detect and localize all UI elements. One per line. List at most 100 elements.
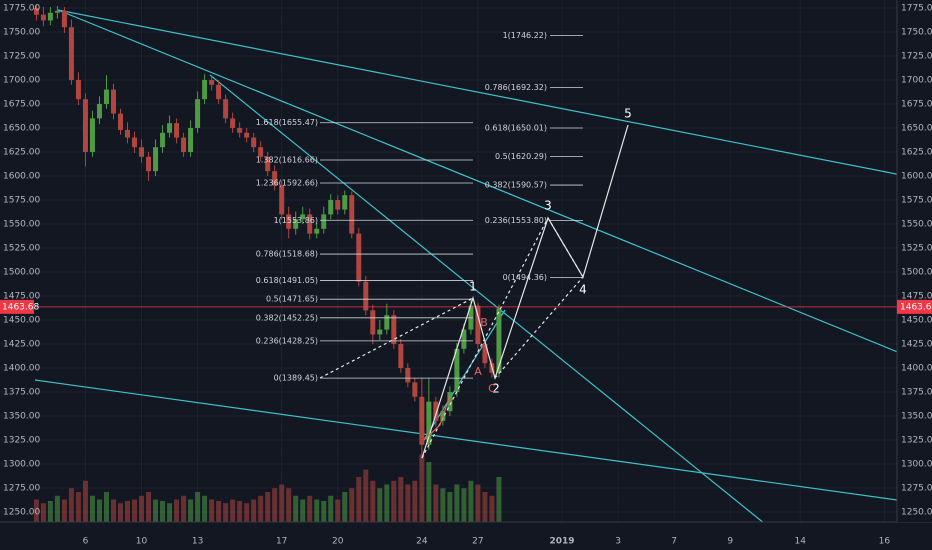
candle-body (146, 156, 152, 172)
candle-body (110, 89, 116, 114)
y-tick-label: 1600.00 (3, 171, 40, 181)
abc-label: A (474, 365, 482, 378)
fib-label: 0.786(1692.32) (485, 83, 547, 92)
price-label: 1463.68 (900, 302, 932, 312)
volume-bar (75, 492, 81, 522)
fib-label: 0(1494.36) (503, 273, 547, 282)
volume-bar (433, 484, 439, 522)
candle-body (117, 113, 123, 130)
volume-bar (405, 484, 411, 522)
x-tick-label: 27 (472, 537, 483, 547)
fib-label: 1(1746.22) (503, 31, 547, 40)
volume-bar (202, 495, 208, 522)
candle-body (307, 214, 313, 234)
candle-body (377, 329, 383, 335)
volume-bar (181, 495, 187, 522)
candle-body (349, 195, 355, 234)
y-tick-label: 1325.00 (3, 436, 40, 446)
right-axis-bg (897, 0, 932, 522)
wave-label: 1 (469, 280, 477, 294)
candle-body (265, 156, 271, 172)
x-tick-label: 13 (192, 537, 203, 547)
volume-bar (363, 469, 369, 522)
volume-bar (195, 492, 201, 522)
candle-body (321, 214, 327, 229)
volume-bar (103, 492, 109, 522)
candle-body (258, 147, 264, 157)
y-tick-label: 1700.00 (901, 75, 932, 85)
candle-body (461, 329, 467, 349)
candle-body (419, 396, 425, 445)
volume-bar (117, 503, 123, 522)
y-tick-label: 1750.00 (3, 27, 40, 37)
fib-label: 0.382(1590.57) (485, 181, 547, 190)
volume-bar (251, 499, 257, 522)
volume-bar (244, 503, 250, 522)
y-tick-label: 1325.00 (901, 436, 932, 446)
x-tick-label: 20 (332, 537, 344, 547)
y-tick-label: 1575.00 (901, 195, 932, 205)
volume-bar (286, 488, 292, 522)
volume-bar (314, 499, 320, 522)
volume-bar (461, 488, 467, 522)
candle-body (160, 132, 166, 148)
volume-bar (447, 492, 453, 522)
volume-bar (384, 484, 390, 522)
x-tick-label: 6 (83, 537, 89, 547)
candle-body (174, 123, 180, 138)
y-tick-label: 1650.00 (3, 123, 40, 133)
price-label: 1463.68 (2, 302, 39, 312)
candle-body (279, 185, 285, 215)
volume-bar (265, 492, 271, 522)
wave-label: 2 (492, 382, 500, 396)
y-tick-label: 1350.00 (3, 412, 40, 422)
y-tick-label: 1625.00 (901, 147, 932, 157)
trend-line (209, 74, 776, 533)
fib-label: 0.5(1620.29) (495, 152, 547, 161)
volume-bar (321, 501, 327, 522)
volume-bar (258, 495, 264, 522)
fib-label: 0.382(1452.25) (256, 313, 318, 322)
volume-bar (110, 499, 116, 522)
candle-body (482, 343, 488, 364)
candle-body (370, 310, 376, 335)
y-tick-label: 1475.00 (3, 291, 40, 301)
y-tick-label: 1450.00 (3, 315, 40, 325)
candle-body (335, 199, 341, 210)
abc-label: B (480, 316, 488, 329)
candle-body (237, 127, 243, 133)
volume-bar (496, 477, 502, 522)
volume-bar (237, 501, 243, 522)
candle-body (433, 401, 439, 421)
y-tick-label: 1625.00 (3, 147, 40, 157)
y-tick-label: 1575.00 (3, 195, 40, 205)
volume-bar (54, 495, 60, 522)
y-tick-label: 1550.00 (901, 219, 932, 229)
volume-bar (475, 484, 481, 522)
fib-label: 0.5(1471.65) (266, 295, 318, 304)
volume-bar (300, 499, 306, 522)
volume-bar (293, 495, 299, 522)
fibonacci: 1.618(1655.47) 1.382(1616.66) 1.236(1592.6… (0, 31, 897, 383)
y-tick-label: 1275.00 (901, 484, 932, 494)
y-tick-label: 1675.00 (3, 99, 40, 109)
volume-bar (412, 480, 418, 522)
volume-bar (335, 499, 341, 522)
candle-body (82, 99, 88, 152)
candle-body (244, 132, 250, 138)
volume-bar (146, 492, 152, 522)
volume-bar (40, 503, 46, 522)
volume-bar (139, 495, 145, 522)
wave-x (423, 394, 451, 441)
volume-bar (398, 477, 404, 522)
y-tick-label: 1250.00 (3, 508, 40, 518)
candle-body (405, 368, 411, 383)
volume-bar (68, 488, 74, 522)
volume-bar (426, 462, 432, 522)
candle-body (54, 10, 60, 13)
y-tick-label: 1525.00 (3, 243, 40, 253)
volume-bar (419, 454, 425, 522)
candle-body (412, 382, 418, 397)
candle-body (496, 308, 502, 373)
y-tick-label: 1475.00 (901, 291, 932, 301)
